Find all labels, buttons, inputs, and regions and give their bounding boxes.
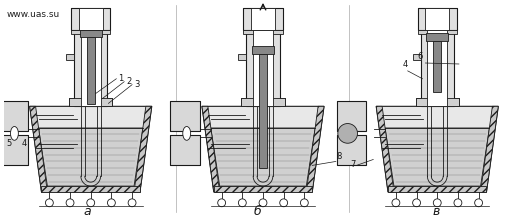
- Bar: [280, 98, 285, 106]
- Bar: [74, 30, 81, 106]
- Polygon shape: [134, 106, 152, 192]
- Bar: [170, 135, 200, 165]
- Bar: [241, 98, 246, 106]
- Polygon shape: [481, 106, 498, 192]
- Polygon shape: [376, 106, 498, 192]
- Bar: [71, 8, 79, 30]
- Bar: [194, 101, 200, 131]
- Ellipse shape: [183, 126, 190, 140]
- Bar: [252, 46, 274, 54]
- Bar: [416, 98, 459, 106]
- Bar: [246, 30, 280, 106]
- Bar: [427, 33, 448, 41]
- Bar: [244, 8, 251, 30]
- Polygon shape: [42, 186, 140, 192]
- Bar: [244, 30, 282, 34]
- Bar: [273, 30, 280, 106]
- Polygon shape: [29, 106, 152, 192]
- Bar: [337, 101, 367, 131]
- Text: 1: 1: [118, 74, 124, 83]
- Polygon shape: [211, 128, 315, 186]
- Bar: [0, 101, 28, 131]
- Bar: [418, 8, 457, 30]
- Circle shape: [338, 124, 358, 143]
- Bar: [74, 30, 107, 106]
- Bar: [80, 30, 102, 37]
- Bar: [241, 98, 285, 106]
- Bar: [337, 135, 367, 165]
- Bar: [251, 8, 275, 30]
- Polygon shape: [38, 128, 143, 186]
- Text: 7: 7: [351, 160, 356, 169]
- Bar: [449, 8, 457, 30]
- Bar: [418, 30, 457, 34]
- Text: 8: 8: [337, 152, 342, 162]
- Bar: [337, 135, 343, 165]
- Text: а: а: [83, 205, 91, 218]
- Polygon shape: [388, 186, 487, 192]
- Text: 6: 6: [418, 52, 423, 61]
- Polygon shape: [306, 106, 324, 192]
- Bar: [81, 30, 100, 106]
- Bar: [454, 98, 459, 106]
- Bar: [420, 30, 428, 106]
- Bar: [259, 54, 267, 168]
- Bar: [22, 135, 28, 165]
- Bar: [69, 98, 74, 106]
- Bar: [71, 8, 110, 30]
- Bar: [170, 101, 200, 131]
- Text: б: б: [254, 205, 262, 218]
- Bar: [107, 98, 113, 106]
- Bar: [69, 98, 113, 106]
- Text: 4: 4: [403, 60, 408, 69]
- Text: www.uas.su: www.uas.su: [7, 10, 60, 19]
- Bar: [253, 30, 273, 106]
- Bar: [79, 8, 103, 30]
- Bar: [412, 54, 420, 60]
- Bar: [246, 30, 253, 106]
- Text: 3: 3: [134, 80, 139, 89]
- Bar: [194, 135, 200, 165]
- Bar: [0, 101, 4, 131]
- Bar: [66, 54, 74, 60]
- Text: 4: 4: [22, 139, 27, 148]
- Polygon shape: [29, 106, 47, 192]
- Bar: [428, 30, 447, 106]
- Bar: [433, 41, 441, 91]
- Bar: [420, 30, 454, 106]
- Bar: [238, 54, 246, 60]
- Text: 5: 5: [6, 139, 11, 148]
- Polygon shape: [385, 128, 489, 186]
- Bar: [100, 30, 107, 106]
- Bar: [22, 101, 28, 131]
- Bar: [0, 135, 28, 165]
- Bar: [416, 98, 420, 106]
- Bar: [71, 30, 110, 34]
- Bar: [170, 135, 176, 165]
- Bar: [418, 8, 426, 30]
- Bar: [426, 8, 449, 30]
- Bar: [0, 135, 4, 165]
- Bar: [275, 8, 282, 30]
- Bar: [337, 101, 343, 131]
- Text: 2: 2: [126, 77, 132, 86]
- Polygon shape: [202, 106, 324, 192]
- Bar: [447, 30, 454, 106]
- Bar: [244, 8, 282, 30]
- Polygon shape: [376, 106, 394, 192]
- Polygon shape: [214, 186, 312, 192]
- Bar: [170, 101, 176, 131]
- Bar: [87, 37, 95, 104]
- Bar: [103, 8, 110, 30]
- Text: в: в: [433, 205, 440, 218]
- Ellipse shape: [11, 126, 18, 140]
- Polygon shape: [202, 106, 220, 192]
